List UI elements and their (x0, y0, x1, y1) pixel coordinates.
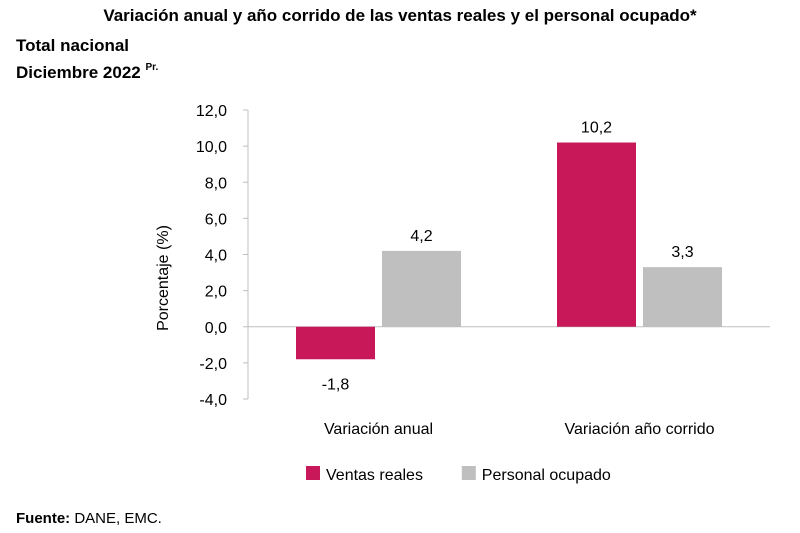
y-axis-title: Porcentaje (%) (155, 225, 172, 331)
chart-date-text: Diciembre 2022 (16, 63, 141, 82)
data-label: -1,8 (322, 376, 350, 393)
y-tick-label: 8,0 (205, 175, 227, 192)
y-tick-label: 0,0 (205, 320, 227, 337)
legend-label: Ventas reales (326, 467, 423, 484)
data-label: 3,3 (671, 244, 693, 261)
bar-personal-ocupado (382, 250, 461, 327)
x-category-label: Variación anual (324, 421, 433, 438)
y-tick-label: -4,0 (199, 392, 227, 409)
y-tick-label: -2,0 (199, 356, 227, 373)
x-category-label: Variación año corrido (564, 421, 714, 438)
y-tick-label: 12,0 (196, 103, 227, 120)
y-tick-label: 2,0 (205, 284, 227, 301)
legend-swatch (461, 466, 476, 480)
chart-title: Variación anual y año corrido de las ven… (103, 6, 697, 25)
bar-personal-ocupado (643, 267, 722, 327)
data-label: 4,2 (410, 228, 432, 245)
bar-ventas-reales (557, 142, 636, 327)
legend-swatch (306, 466, 320, 480)
source-label: Fuente: (16, 510, 71, 527)
data-label: 10,2 (581, 120, 612, 137)
chart-subtitle: Total nacional (16, 36, 130, 55)
y-tick-label: 6,0 (205, 211, 227, 228)
source-text: DANE, EMC. (70, 510, 162, 527)
y-tick-label: 10,0 (196, 139, 227, 156)
bar-ventas-reales (296, 326, 375, 360)
chart-date-superscript: Pr. (145, 62, 159, 73)
chart-date: Diciembre 2022 Pr. (16, 62, 158, 83)
y-tick-label: 4,0 (205, 248, 227, 265)
legend-label: Personal ocupado (482, 467, 611, 484)
source-note: Fuente: DANE, EMC. (16, 510, 162, 527)
